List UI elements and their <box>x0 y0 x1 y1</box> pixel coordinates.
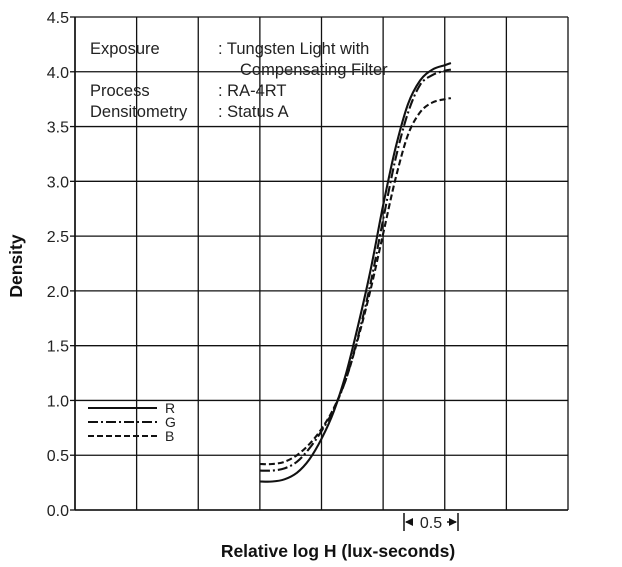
process-label: Process <box>90 82 150 100</box>
y-tick-label: 2.0 <box>47 284 69 301</box>
densitometry-value: : Status A <box>218 103 289 121</box>
grid <box>74 16 569 511</box>
legend-label-b: B <box>165 428 174 444</box>
y-axis-title: Density <box>6 234 26 297</box>
scale-marker-label: 0.5 <box>420 515 442 532</box>
y-tick-label: 2.5 <box>47 229 69 246</box>
x-axis-title: Relative log H (lux-seconds) <box>221 541 455 561</box>
y-tick-label: 1.5 <box>47 339 69 356</box>
scale-marker: 0.5 <box>403 513 459 532</box>
series-line-r <box>259 62 452 483</box>
process-value: : RA-4RT <box>218 82 286 100</box>
legend-label-g: G <box>165 414 176 430</box>
curves <box>259 62 452 483</box>
legend: RGB <box>88 400 176 444</box>
y-tick-label: 1.0 <box>47 393 69 410</box>
y-axis-ticks: 0.0 0.5 1.0 1.5 2.0 2.5 3.0 3.5 4.0 4.5 <box>47 10 75 520</box>
scale-marker-left-arrow <box>405 518 413 526</box>
y-tick-label: 0.5 <box>47 448 69 465</box>
exposure-value-2: Compensating Filter <box>240 61 388 79</box>
scale-marker-right-arrow <box>449 518 457 526</box>
exposure-label: Exposure <box>90 40 160 58</box>
info-block: Exposure : Tungsten Light with Compensat… <box>90 40 388 121</box>
y-tick-label: 4.5 <box>47 10 69 27</box>
y-tick-label: 3.5 <box>47 120 69 137</box>
series-line-b <box>259 97 452 466</box>
y-tick-label: 3.0 <box>47 174 69 191</box>
y-tick-label: 0.0 <box>47 503 69 520</box>
series-line-g <box>259 68 452 472</box>
legend-label-r: R <box>165 400 175 416</box>
y-tick-label: 4.0 <box>47 65 69 82</box>
exposure-value: : Tungsten Light with <box>218 40 369 58</box>
densitometry-label: Densitometry <box>90 103 188 121</box>
